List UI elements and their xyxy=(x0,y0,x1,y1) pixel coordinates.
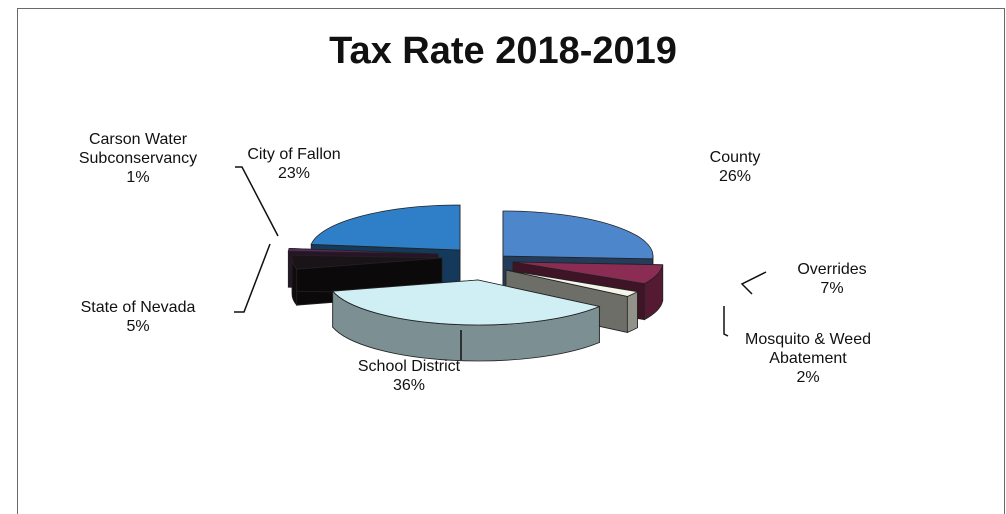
pie-slice-top xyxy=(502,210,654,260)
slice-label-text: Abatement xyxy=(769,350,847,367)
pie-slice-top xyxy=(310,204,461,251)
slice-label: School District 36% xyxy=(358,357,460,395)
pie-slice-top xyxy=(291,254,443,270)
pie-slice-top xyxy=(505,269,639,297)
pie-slice-top xyxy=(287,247,439,255)
chart-frame xyxy=(17,8,1005,514)
leader-line xyxy=(740,271,767,295)
slice-value-label: 26% xyxy=(718,168,752,185)
pie-slice-top xyxy=(331,279,601,326)
slice-value-label: 36% xyxy=(392,377,426,394)
chart-title: Tax Rate 2018-2019 xyxy=(329,30,677,72)
slice-label: Carson Water Subconservancy 1% xyxy=(79,130,197,187)
leader-line xyxy=(234,243,271,313)
slice-value-label: 5% xyxy=(126,318,150,335)
slice-label-text: Carson Water xyxy=(88,131,188,148)
slice-label-text: State of Nevada xyxy=(80,299,196,316)
slice-label: City of Fallon 23% xyxy=(247,145,340,183)
slice-label: State of Nevada 5% xyxy=(81,298,196,336)
slice-value-label: 2% xyxy=(796,369,820,386)
leader-line xyxy=(723,306,729,337)
slice-value-label: 7% xyxy=(820,280,844,297)
slice-value-label: 1% xyxy=(126,169,150,186)
pie-slice xyxy=(331,279,601,362)
slice-label-text: School District xyxy=(357,358,461,375)
leader-line xyxy=(235,166,279,237)
slice-label: County 26% xyxy=(710,148,761,186)
slice-label-text: Subconservancy xyxy=(78,150,198,167)
slice-label-text: County xyxy=(709,149,761,166)
pie-slice-top xyxy=(512,261,664,285)
slice-label-text: City of Fallon xyxy=(247,146,341,163)
slice-label-text: Overrides xyxy=(797,261,867,278)
slice-label: Overrides 7% xyxy=(797,260,866,298)
slice-value-label: 23% xyxy=(277,165,311,182)
slice-label-text: Mosquito & Weed xyxy=(745,331,871,348)
pie-slice-side xyxy=(626,291,638,334)
slice-label: Mosquito & Weed Abatement 2% xyxy=(745,330,871,387)
